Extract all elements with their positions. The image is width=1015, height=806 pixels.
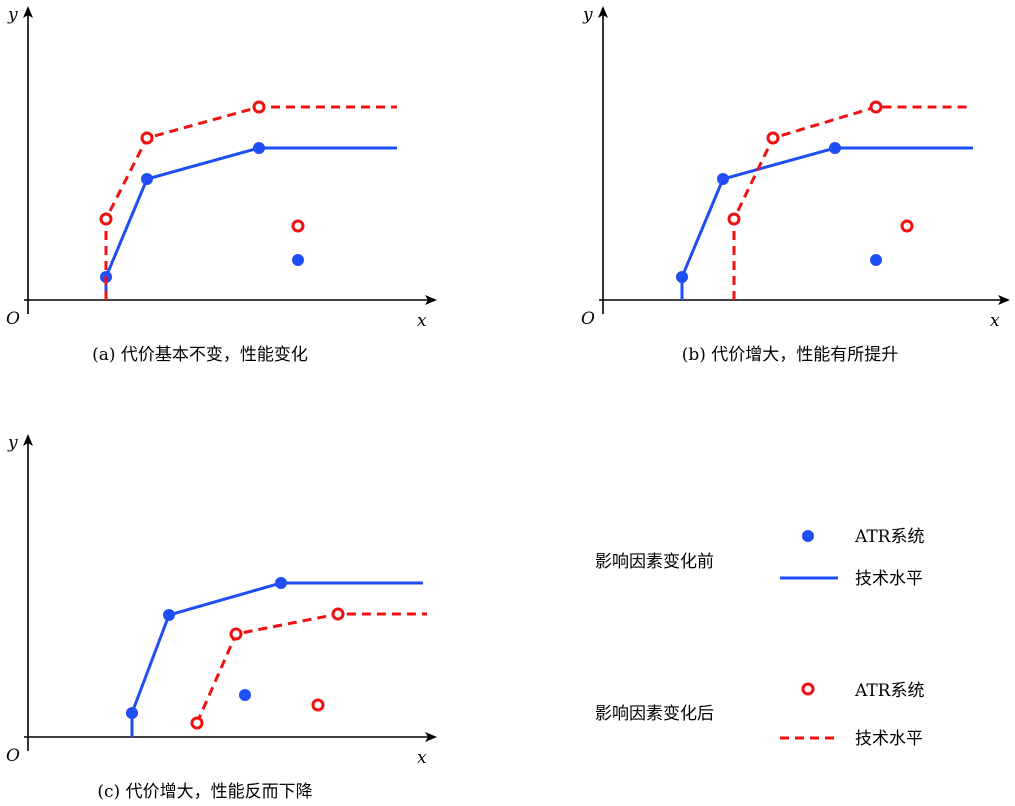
line-point-after xyxy=(99,212,113,226)
atr-point-after xyxy=(900,219,914,233)
panel-a: (a) 代价基本不变，性能变化 x y O xyxy=(6,5,437,365)
caption-b: (b) 代价增大，性能有所提升 xyxy=(682,345,899,365)
legend-before-point-label: ATR系统 xyxy=(854,527,925,547)
line-point-before xyxy=(253,142,265,154)
legend-after-group: 影响因素变化后 xyxy=(595,704,714,724)
panel-c: (c) 代价增大，性能反而下降 x y O xyxy=(6,433,437,802)
legend-before-group: 影响因素变化前 xyxy=(595,552,714,572)
atr-point-after xyxy=(311,698,325,712)
line-point-before xyxy=(676,271,688,283)
tech-level-line-before xyxy=(104,146,397,300)
line-point-before xyxy=(717,173,729,185)
line-point-after xyxy=(140,131,154,145)
origin-label: O xyxy=(581,309,595,329)
tech-level-line-before xyxy=(130,581,423,737)
origin-label: O xyxy=(6,746,20,766)
y-axis-label: y xyxy=(7,433,18,453)
line-point-after xyxy=(766,131,780,145)
line-point-after xyxy=(252,100,266,114)
caption-c: (c) 代价增大，性能反而下降 xyxy=(97,782,312,802)
panel-b: (b) 代价增大，性能有所提升 x y O xyxy=(581,5,1010,365)
origin-label: O xyxy=(6,309,20,329)
x-axis-label: x xyxy=(417,748,427,768)
line-point-after xyxy=(869,100,883,114)
x-axis-label: x xyxy=(417,311,427,331)
tech-level-line-before xyxy=(680,146,973,300)
x-axis-label: x xyxy=(990,311,1000,331)
atr-point-after xyxy=(291,219,305,233)
line-point-before xyxy=(163,609,175,621)
legend-after-point-label: ATR系统 xyxy=(854,681,925,701)
line-point-after xyxy=(331,607,345,621)
atr-point-before xyxy=(870,254,882,266)
y-axis-label: y xyxy=(582,5,593,25)
line-point-after xyxy=(229,627,243,641)
line-point-after xyxy=(190,716,204,730)
legend-after-point-marker xyxy=(801,682,815,696)
legend-before-point-marker xyxy=(802,530,814,542)
line-point-before xyxy=(126,707,138,719)
line-point-after xyxy=(727,212,741,226)
atr-point-before xyxy=(292,254,304,266)
line-point-before xyxy=(829,142,841,154)
line-point-before xyxy=(275,577,287,589)
caption-a: (a) 代价基本不变，性能变化 xyxy=(92,345,308,365)
y-axis-label: y xyxy=(7,5,18,25)
tech-level-line-after xyxy=(195,612,427,724)
legend: 影响因素变化前 ATR系统 技术水平 影响因素变化后 ATR系统 技术水平 xyxy=(595,527,925,749)
legend-after-line-label: 技术水平 xyxy=(855,729,923,749)
atr-point-before xyxy=(239,689,251,701)
line-point-before xyxy=(141,173,153,185)
legend-before-line-label: 技术水平 xyxy=(855,569,923,589)
